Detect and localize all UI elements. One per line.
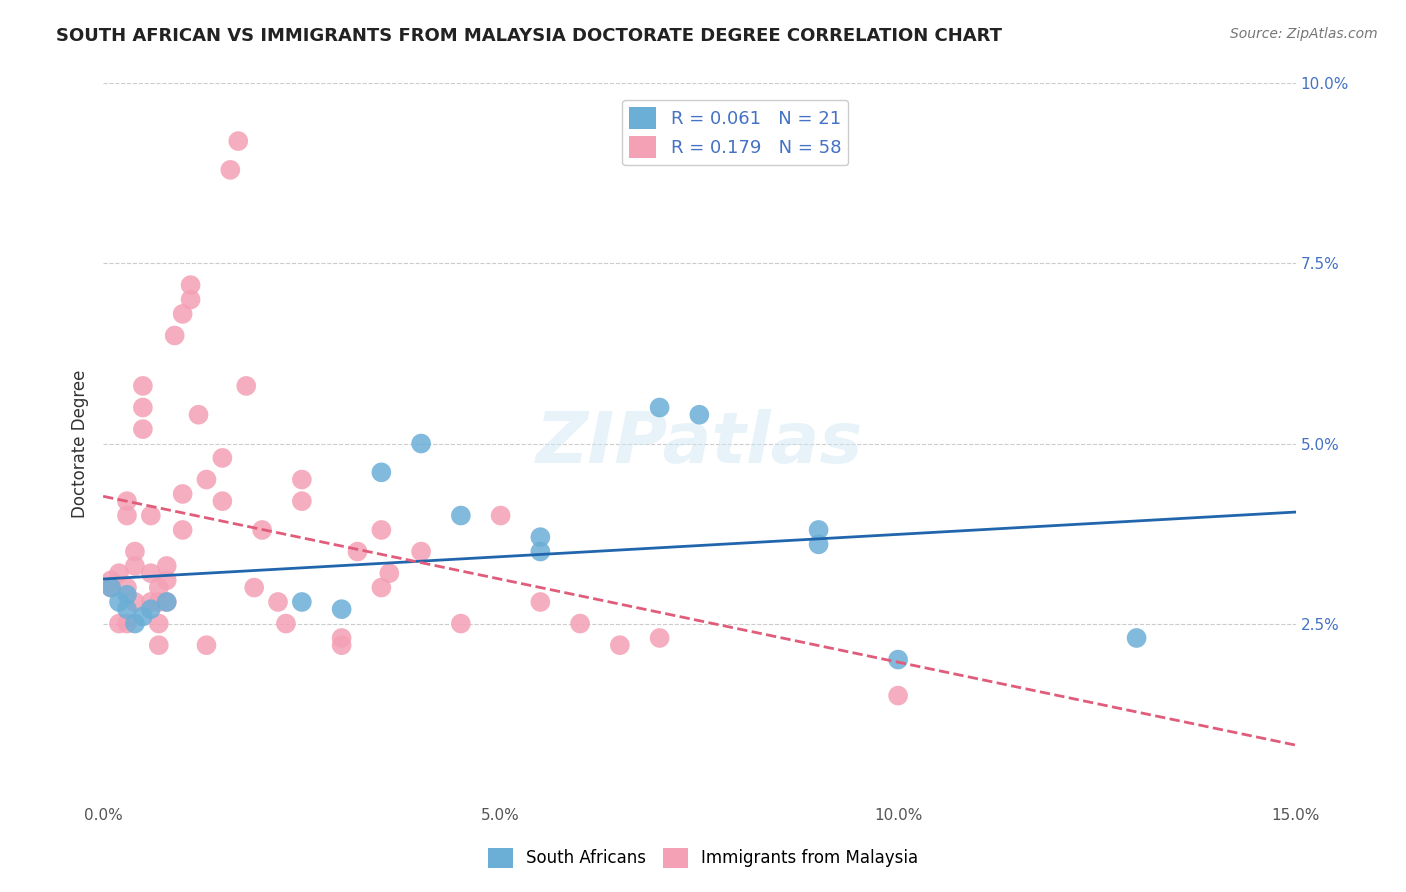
Point — [1125, 631, 1147, 645]
Point — [267, 595, 290, 609]
Point — [291, 473, 314, 487]
Point — [346, 544, 368, 558]
Point — [180, 278, 202, 293]
Point — [235, 379, 257, 393]
Point — [115, 508, 138, 523]
Point — [250, 523, 273, 537]
Point — [100, 581, 122, 595]
Point — [291, 494, 314, 508]
Point — [156, 558, 179, 573]
Point — [115, 602, 138, 616]
Point — [139, 508, 162, 523]
Point — [688, 408, 710, 422]
Point — [172, 487, 194, 501]
Point — [187, 408, 209, 422]
Point — [108, 566, 131, 581]
Point — [489, 508, 512, 523]
Y-axis label: Doctorate Degree: Doctorate Degree — [72, 369, 89, 517]
Point — [115, 616, 138, 631]
Point — [195, 638, 218, 652]
Point — [529, 530, 551, 544]
Point — [370, 523, 392, 537]
Point — [370, 581, 392, 595]
Point — [124, 544, 146, 558]
Point — [807, 537, 830, 551]
Point — [211, 450, 233, 465]
Point — [807, 523, 830, 537]
Point — [226, 134, 249, 148]
Point — [148, 616, 170, 631]
Point — [887, 652, 910, 666]
Point — [450, 508, 472, 523]
Point — [156, 574, 179, 588]
Point — [172, 307, 194, 321]
Point — [115, 494, 138, 508]
Point — [163, 328, 186, 343]
Point — [139, 566, 162, 581]
Point — [124, 558, 146, 573]
Point — [132, 422, 155, 436]
Point — [411, 544, 433, 558]
Point — [156, 595, 179, 609]
Point — [330, 638, 353, 652]
Point — [148, 638, 170, 652]
Point — [529, 544, 551, 558]
Point — [330, 602, 353, 616]
Point — [211, 494, 233, 508]
Point — [378, 566, 401, 581]
Point — [132, 401, 155, 415]
Point — [195, 473, 218, 487]
Legend: R = 0.061   N = 21, R = 0.179   N = 58: R = 0.061 N = 21, R = 0.179 N = 58 — [621, 100, 848, 165]
Point — [330, 631, 353, 645]
Point — [609, 638, 631, 652]
Point — [450, 616, 472, 631]
Legend: South Africans, Immigrants from Malaysia: South Africans, Immigrants from Malaysia — [481, 841, 925, 875]
Point — [648, 631, 671, 645]
Text: Source: ZipAtlas.com: Source: ZipAtlas.com — [1230, 27, 1378, 41]
Point — [569, 616, 592, 631]
Point — [219, 162, 242, 177]
Point — [291, 595, 314, 609]
Point — [243, 581, 266, 595]
Point — [132, 609, 155, 624]
Point — [411, 436, 433, 450]
Text: ZIPatlas: ZIPatlas — [536, 409, 863, 478]
Point — [370, 466, 392, 480]
Text: SOUTH AFRICAN VS IMMIGRANTS FROM MALAYSIA DOCTORATE DEGREE CORRELATION CHART: SOUTH AFRICAN VS IMMIGRANTS FROM MALAYSI… — [56, 27, 1002, 45]
Point — [115, 588, 138, 602]
Point — [180, 293, 202, 307]
Point — [139, 595, 162, 609]
Point — [529, 595, 551, 609]
Point — [124, 616, 146, 631]
Point — [887, 689, 910, 703]
Point — [156, 595, 179, 609]
Point — [648, 401, 671, 415]
Point — [108, 595, 131, 609]
Point — [148, 581, 170, 595]
Point — [108, 616, 131, 631]
Point — [139, 602, 162, 616]
Point — [172, 523, 194, 537]
Point — [115, 581, 138, 595]
Point — [148, 595, 170, 609]
Point — [100, 581, 122, 595]
Point — [124, 595, 146, 609]
Point — [100, 574, 122, 588]
Point — [274, 616, 297, 631]
Point — [132, 379, 155, 393]
